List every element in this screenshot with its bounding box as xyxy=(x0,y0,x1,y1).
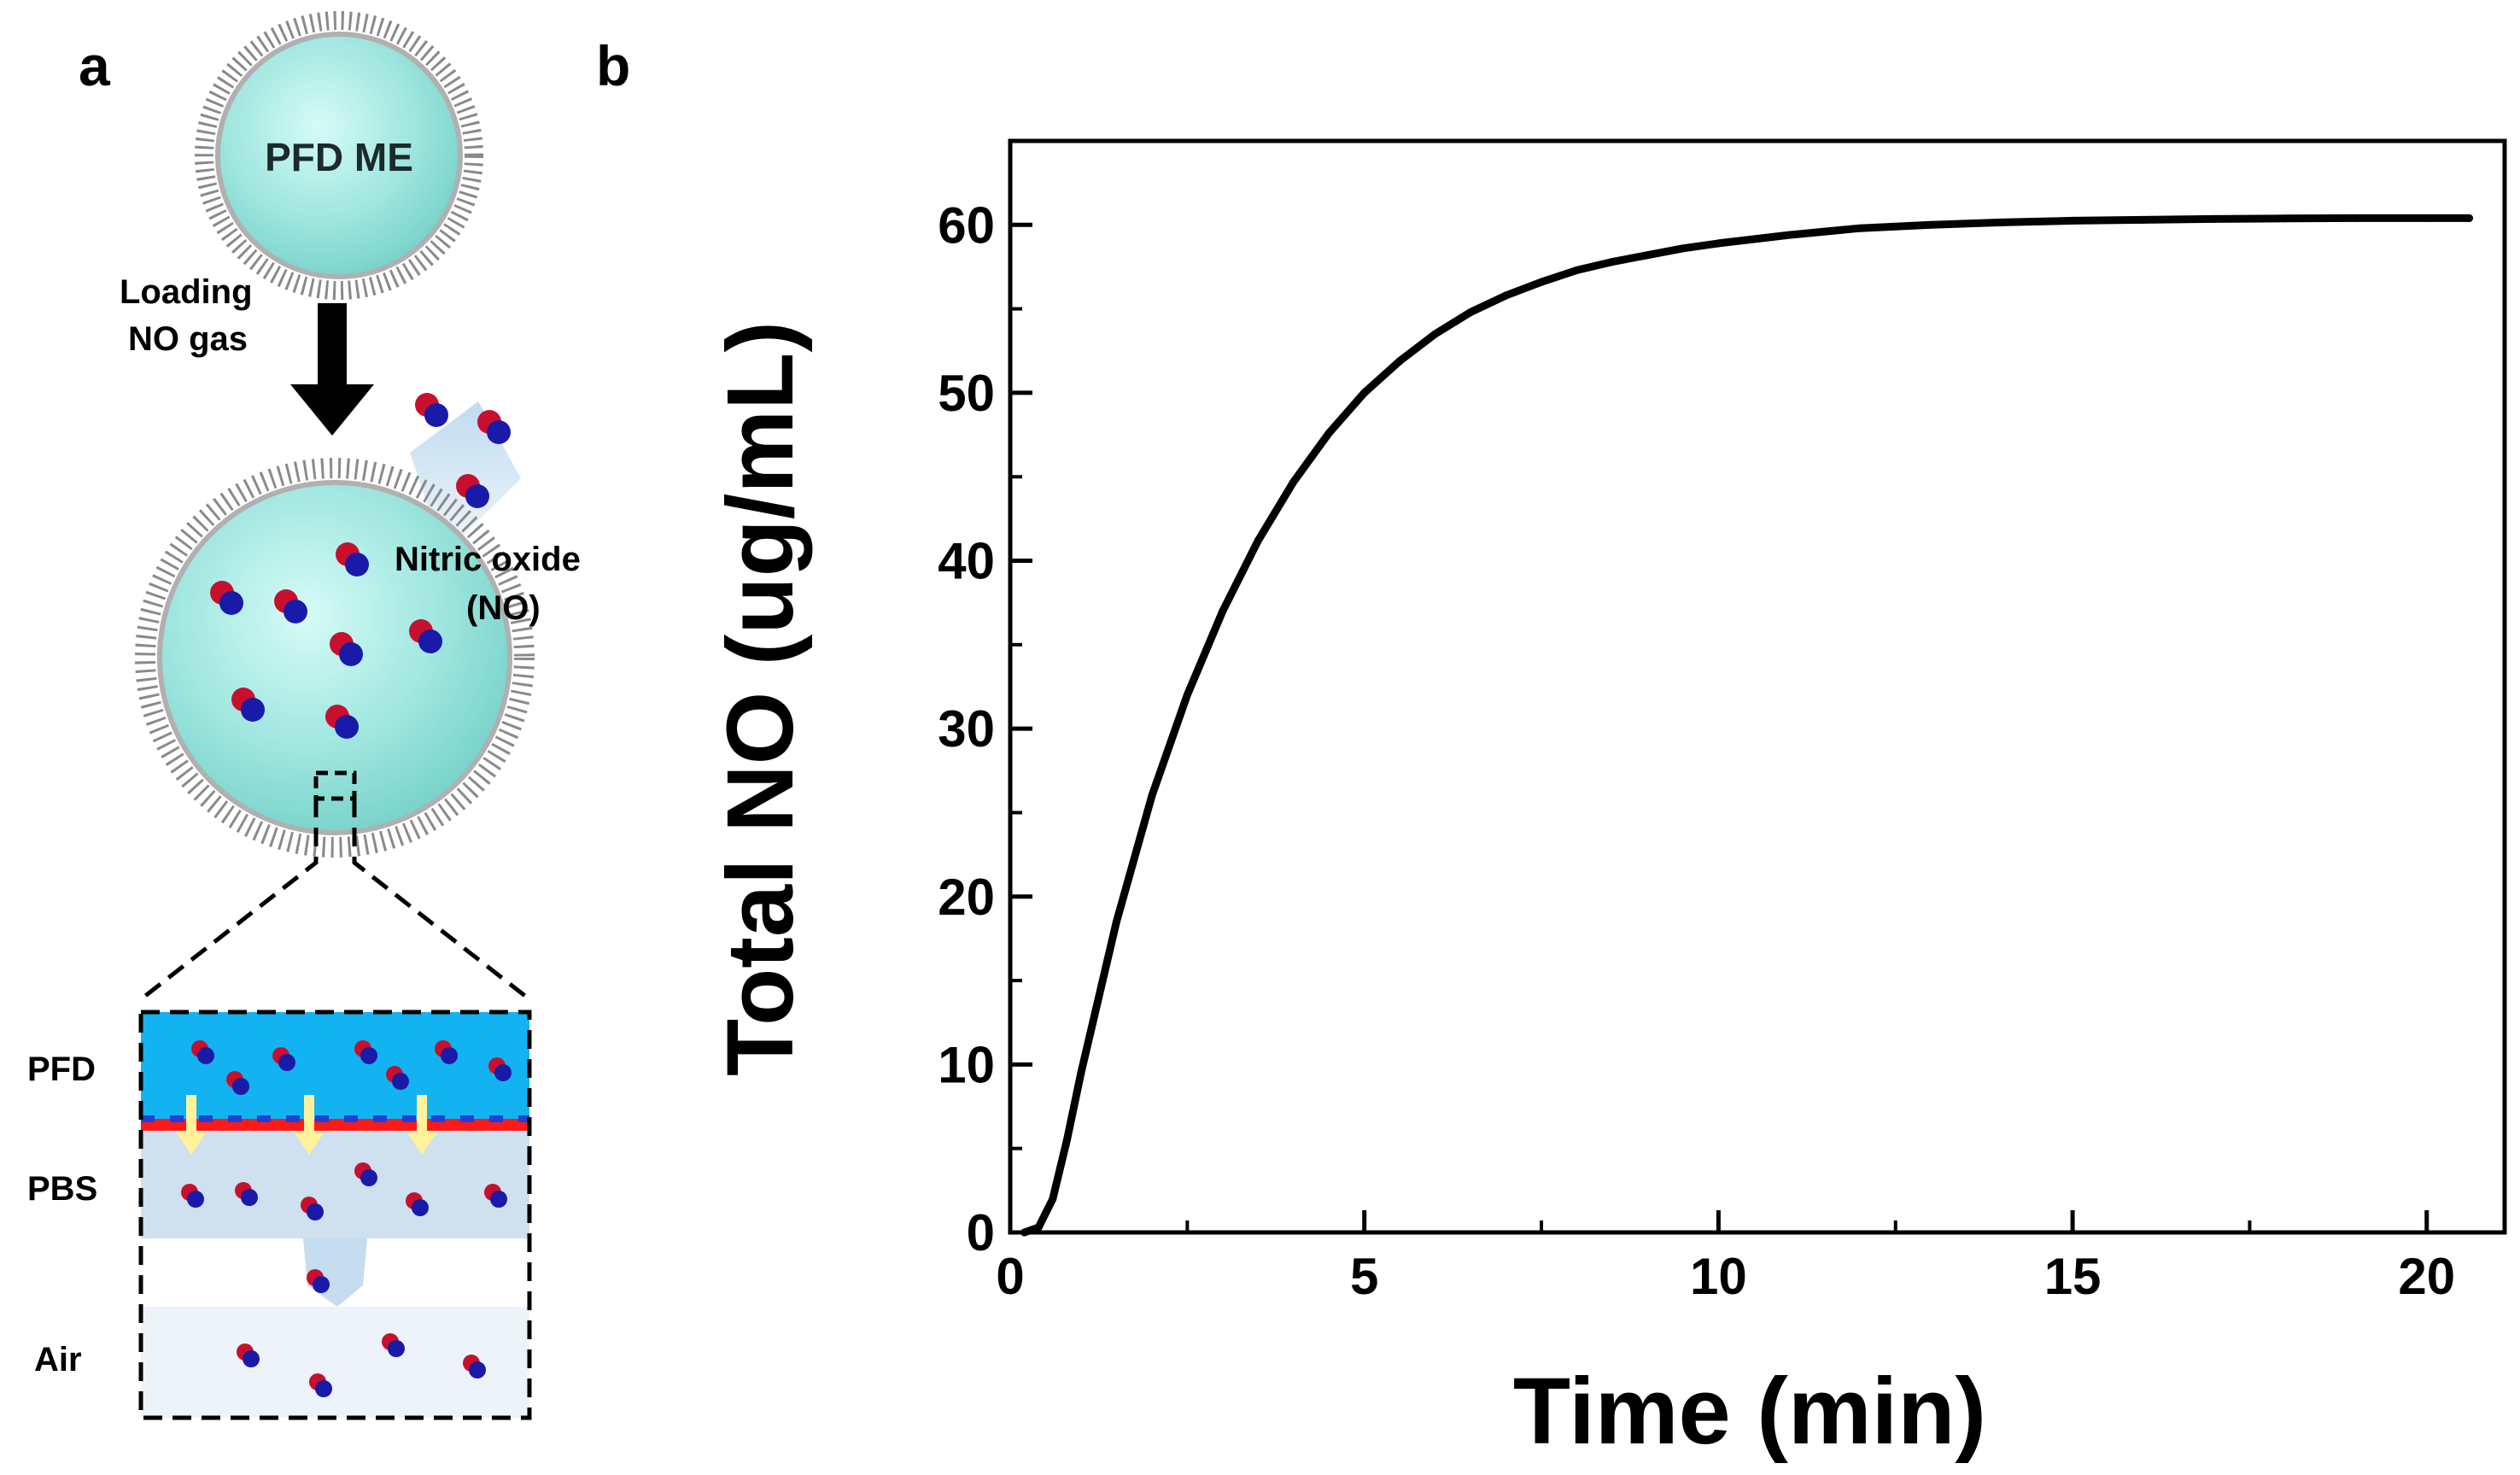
series-point xyxy=(2139,215,2148,224)
panel-a: a PFD ME Loading NO gas xyxy=(27,11,581,1420)
series-points xyxy=(1020,214,2474,1237)
layer-label-pbs: PBS xyxy=(27,1170,97,1208)
zoom-lines xyxy=(139,799,531,1001)
series-point xyxy=(1856,224,1864,232)
series-point xyxy=(1502,291,1511,300)
no-label-line1: Nitric oxide xyxy=(395,541,581,578)
series-point xyxy=(1431,330,1440,338)
y-axis-label: Total NO (ug/mL) xyxy=(708,321,813,1076)
series-point xyxy=(1573,266,1582,274)
panel-a-label: a xyxy=(79,34,111,97)
series-point xyxy=(1927,220,1935,229)
y-tick-label: 40 xyxy=(938,533,995,590)
zoom-source-box xyxy=(313,770,357,801)
series-point xyxy=(1679,244,1687,253)
series-point xyxy=(2352,214,2360,222)
y-tick-label: 20 xyxy=(938,869,995,926)
series-point xyxy=(2281,214,2289,223)
y-tick-label: 30 xyxy=(938,700,995,758)
loading-label-line2: NO gas xyxy=(128,320,248,358)
series-point xyxy=(1049,1195,1057,1203)
series-point xyxy=(1148,792,1156,800)
loading-arrow-icon xyxy=(290,303,374,436)
pfd-layer xyxy=(141,1012,529,1119)
series-point xyxy=(1997,218,2006,226)
series-point xyxy=(1034,1223,1043,1232)
series-line xyxy=(1020,214,2473,1237)
series-point xyxy=(1183,691,1191,699)
series-point xyxy=(1466,308,1475,317)
series-point xyxy=(1537,278,1546,286)
series-point xyxy=(1714,239,1722,248)
minor-ticks xyxy=(1010,307,2252,1232)
x-tick-label: 5 xyxy=(1350,1248,1378,1305)
pbs-layer xyxy=(141,1132,529,1238)
y-tick-label: 60 xyxy=(938,196,995,254)
no-label-line2: (NO) xyxy=(466,589,541,627)
series-point xyxy=(1112,917,1120,926)
loading-label-line1: Loading xyxy=(120,273,253,311)
layer-detail xyxy=(138,1010,532,1420)
series-point xyxy=(1608,258,1617,266)
series-point xyxy=(1289,477,1298,486)
chart: 0 5 10 15 20 0 10 20 30 40 50 60 xyxy=(938,138,2507,1305)
series-point xyxy=(2210,214,2219,223)
plot-frame xyxy=(1008,138,2507,1235)
series-point xyxy=(1077,1068,1085,1077)
series-point xyxy=(2465,214,2474,222)
y-tick-label: 10 xyxy=(938,1036,995,1093)
pfd-me-particle: PFD ME xyxy=(195,11,483,300)
x-tick-label: 10 xyxy=(1690,1248,1747,1305)
series-point xyxy=(1219,607,1227,616)
series-point xyxy=(1395,357,1404,366)
series-point xyxy=(1254,536,1262,545)
x-axis-label: Time (min) xyxy=(1513,1359,1986,1464)
y-axis-ticks: 0 10 20 30 40 50 60 xyxy=(938,196,1032,1261)
x-axis-ticks: 0 5 10 15 20 xyxy=(996,1210,2455,1305)
diffusion-arrow-icons xyxy=(176,1095,437,1155)
series-point xyxy=(2423,214,2431,222)
layer-label-pfd: PFD xyxy=(27,1051,96,1088)
panel-b-label: b xyxy=(596,34,630,97)
series-point xyxy=(1324,429,1333,437)
pfd-me-label: PFD ME xyxy=(265,135,413,179)
detail-frame xyxy=(138,1010,532,1420)
x-tick-label: 15 xyxy=(2044,1248,2102,1305)
series-point xyxy=(1643,251,1652,260)
panel-b: b 0 5 10 15 20 0 10 20 30 40 50 60 Time (min) Tota… xyxy=(596,34,2507,1464)
series-point xyxy=(1360,389,1369,397)
series-point xyxy=(1785,231,1793,239)
layer-label-air: Air xyxy=(34,1341,82,1378)
y-tick-label: 0 xyxy=(967,1204,995,1261)
loaded-particle xyxy=(135,458,535,857)
x-tick-label: 0 xyxy=(996,1248,1024,1305)
series-point xyxy=(1062,1136,1071,1144)
series-point xyxy=(2068,216,2077,225)
x-tick-label: 20 xyxy=(2398,1248,2455,1305)
y-tick-label: 50 xyxy=(938,365,995,422)
